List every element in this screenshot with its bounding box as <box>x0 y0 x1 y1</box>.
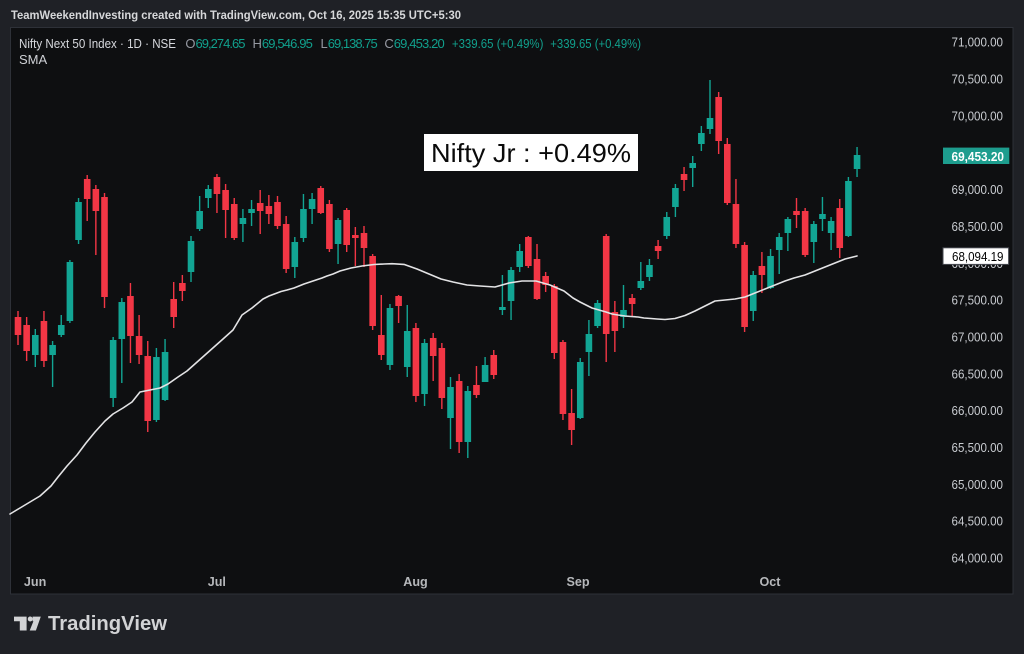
svg-text:67,500.00: 67,500.00 <box>952 294 1004 308</box>
svg-text:68,500.00: 68,500.00 <box>952 220 1004 234</box>
svg-text:65,500.00: 65,500.00 <box>952 441 1004 455</box>
svg-text:71,000.00: 71,000.00 <box>952 36 1004 50</box>
svg-text:Jul: Jul <box>208 575 226 589</box>
svg-text:70,000.00: 70,000.00 <box>952 109 1004 123</box>
svg-text:67,000.00: 67,000.00 <box>952 331 1004 345</box>
svg-text:Jun: Jun <box>24 575 46 589</box>
svg-text:64,500.00: 64,500.00 <box>952 515 1004 529</box>
svg-text:66,000.00: 66,000.00 <box>952 404 1004 418</box>
svg-text:70,500.00: 70,500.00 <box>952 73 1004 87</box>
svg-text:C69,453.20: C69,453.20 <box>384 36 444 51</box>
svg-text:O69,274.65: O69,274.65 <box>185 36 245 51</box>
svg-text:64,000.00: 64,000.00 <box>952 552 1004 566</box>
svg-text:Nifty Next 50 Index · 1D · NSE: Nifty Next 50 Index · 1D · NSE <box>19 36 176 51</box>
svg-text:TradingView: TradingView <box>48 612 167 635</box>
svg-text:65,000.00: 65,000.00 <box>952 478 1004 492</box>
svg-text:+339.65 (+0.49%): +339.65 (+0.49%) <box>452 36 544 51</box>
svg-text:Aug: Aug <box>403 575 427 589</box>
svg-text:Sep: Sep <box>566 575 589 589</box>
svg-text:66,500.00: 66,500.00 <box>952 367 1004 381</box>
svg-text:SMA: SMA <box>19 52 48 67</box>
svg-text:H69,546.95: H69,546.95 <box>253 36 313 51</box>
svg-text:Nifty Jr : +0.49%: Nifty Jr : +0.49% <box>431 138 631 168</box>
svg-text:69,000.00: 69,000.00 <box>952 183 1004 197</box>
svg-text:69,453.20: 69,453.20 <box>952 150 1005 164</box>
svg-text:+339.65 (+0.49%): +339.65 (+0.49%) <box>550 36 641 51</box>
svg-text:L69,138.75: L69,138.75 <box>321 36 378 51</box>
svg-text:Oct: Oct <box>760 575 782 589</box>
svg-text:68,094.19: 68,094.19 <box>952 250 1004 264</box>
svg-text:TeamWeekendInvesting created w: TeamWeekendInvesting created with Tradin… <box>11 9 461 22</box>
